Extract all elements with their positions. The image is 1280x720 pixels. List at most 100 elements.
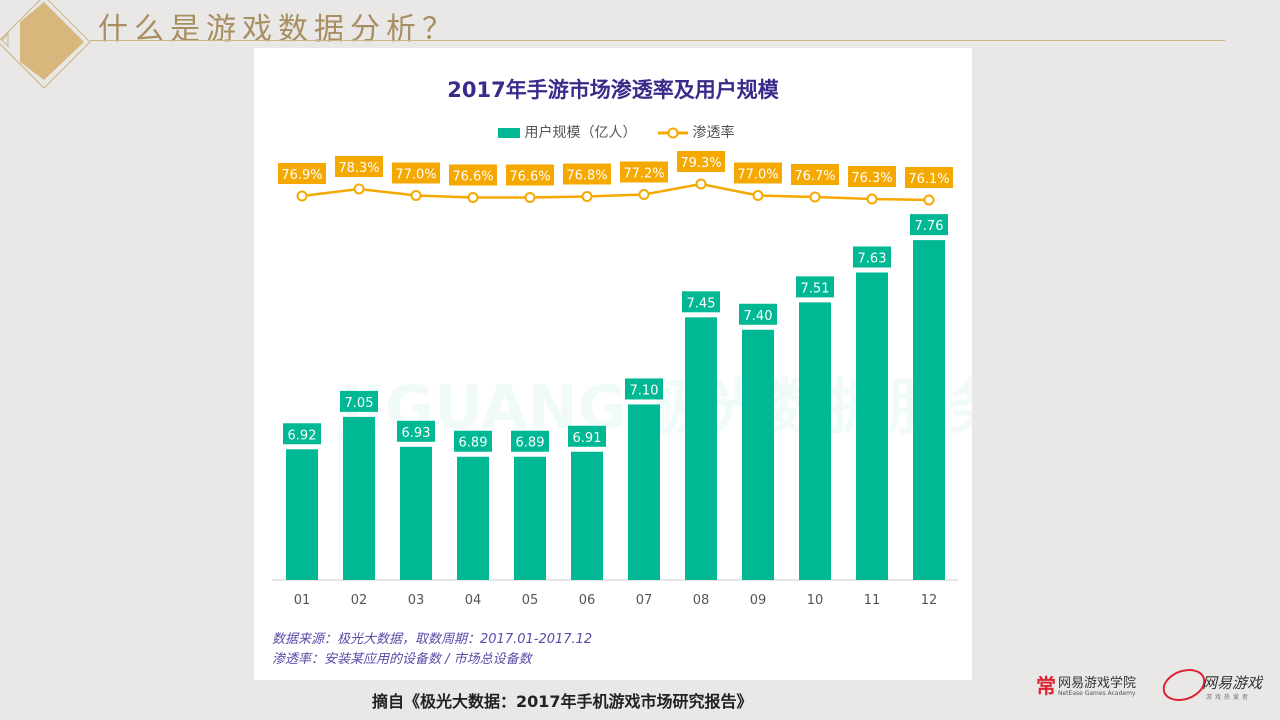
title-divider: [90, 40, 1225, 41]
line-label: 76.6%: [509, 170, 550, 185]
line-label: 76.9%: [281, 168, 322, 183]
bar: [514, 456, 546, 580]
bar: [628, 404, 660, 580]
line-label-box: [848, 166, 896, 187]
penetration-line: [301, 182, 930, 202]
line-label: 78.3%: [338, 161, 379, 176]
bar-label-box: [454, 430, 492, 452]
line-label-box: [677, 151, 725, 172]
chart-panel: 2017年手游市场渗透率及用户规模 用户规模（亿人） 渗透率 JIGUANG 极…: [254, 48, 972, 680]
line-label-box: [734, 162, 782, 184]
definition-note: 渗透率：安装某应用的设备数 / 市场总设备数: [272, 652, 532, 667]
bar: [286, 449, 318, 580]
source-citation: 摘自《极光大数据：2017年手机游戏市场研究报告》: [372, 692, 753, 711]
x-tick-label: 06: [579, 593, 596, 608]
line-point: [467, 192, 479, 203]
legend-line-swatch: [658, 127, 688, 139]
bar-label: 7.40: [744, 309, 773, 324]
line-label: 76.7%: [794, 169, 835, 184]
line-label-box: [335, 156, 383, 177]
line-label-box: [905, 167, 953, 188]
bar-label: 6.91: [573, 431, 602, 446]
x-tick-label: 11: [864, 593, 881, 608]
legend-bar: 用户规模（亿人）: [498, 122, 636, 142]
bar-label-box: [739, 303, 777, 325]
x-tick-label: 07: [636, 593, 653, 608]
line-label-box: [620, 161, 668, 183]
bar-label-box: [853, 246, 891, 268]
line-label-box: [506, 164, 554, 186]
line-label: 77.0%: [395, 168, 436, 183]
x-tick-label: 10: [807, 593, 824, 608]
bar-label-box: [397, 420, 435, 442]
line-label: 76.8%: [566, 169, 607, 184]
line-point: [410, 190, 422, 201]
line-point: [524, 192, 536, 203]
line-label: 77.2%: [623, 167, 664, 182]
bar-label-box: [511, 430, 549, 452]
slide-title: 什么是游戏数据分析？: [98, 12, 458, 47]
bar: [913, 240, 945, 581]
bar-label: 7.63: [858, 251, 887, 266]
bar-label-box: [625, 378, 663, 400]
line-label: 76.6%: [452, 170, 493, 185]
x-tick-label: 12: [921, 593, 938, 608]
line-point: [296, 190, 308, 202]
bar: [856, 272, 888, 580]
line-label: 76.3%: [851, 171, 892, 186]
legend-line-label: 渗透率: [692, 125, 735, 141]
academy-name: 网易游戏学院: [1058, 676, 1137, 691]
academy-name-en: NetEase Games Academy: [1058, 690, 1136, 697]
academy-logo-icon: 常: [1036, 674, 1056, 698]
x-tick-label: 02: [351, 593, 368, 608]
bar: [742, 329, 774, 580]
bar-label: 6.89: [516, 436, 545, 451]
bar-label-box: [682, 291, 720, 313]
slide-decoration: [0, 0, 91, 89]
bar-label: 6.92: [288, 428, 317, 443]
bar-label: 7.05: [345, 396, 374, 411]
netease-games-sub: 游戏热爱者: [1206, 694, 1252, 701]
line-label: 79.3%: [680, 156, 721, 171]
bar: [571, 451, 603, 580]
line-point: [923, 194, 935, 206]
bar-label: 6.89: [459, 436, 488, 451]
bar-label: 7.51: [801, 281, 830, 296]
bar-label-box: [796, 276, 834, 298]
line-point: [638, 189, 650, 200]
line-point: [752, 190, 764, 201]
x-tick-label: 03: [408, 593, 425, 608]
bar-label-box: [568, 425, 606, 447]
line-point: [581, 191, 593, 202]
bar-label: 6.93: [402, 426, 431, 441]
line-label: 76.1%: [908, 172, 949, 187]
bar: [400, 446, 432, 580]
bar-label-box: [340, 390, 378, 412]
line-label-box: [449, 164, 497, 186]
line-label-box: [278, 163, 326, 184]
chart-title: 2017年手游市场渗透率及用户规模: [447, 78, 779, 102]
netease-games-name: 网易游戏: [1202, 674, 1263, 692]
line-label-box: [563, 163, 611, 185]
bar: [799, 302, 831, 580]
line-label-box: [791, 164, 839, 185]
line-point: [809, 191, 821, 203]
line-point: [353, 183, 365, 195]
x-tick-label: 09: [750, 593, 767, 608]
legend-line: 渗透率: [658, 122, 734, 142]
line-point: [695, 178, 707, 190]
line-point: [866, 193, 878, 205]
bar: [685, 317, 717, 580]
bar-label: 7.10: [630, 383, 659, 398]
chart-svg: JIGUANG 极光数据服务6.92017.05026.93036.89046.…: [272, 151, 972, 608]
x-tick-label: 08: [693, 593, 710, 608]
legend-bar-label: 用户规模（亿人）: [524, 125, 637, 141]
bar-label: 7.45: [687, 296, 716, 311]
bar-label-box: [910, 214, 948, 236]
x-tick-label: 04: [465, 593, 482, 608]
source-note: 数据来源：极光大数据，取数周期：2017.01-2017.12: [272, 632, 593, 647]
x-tick-label: 05: [522, 593, 539, 608]
bar: [343, 416, 375, 580]
legend-bar-swatch: [498, 128, 520, 138]
line-label-box: [392, 162, 440, 184]
